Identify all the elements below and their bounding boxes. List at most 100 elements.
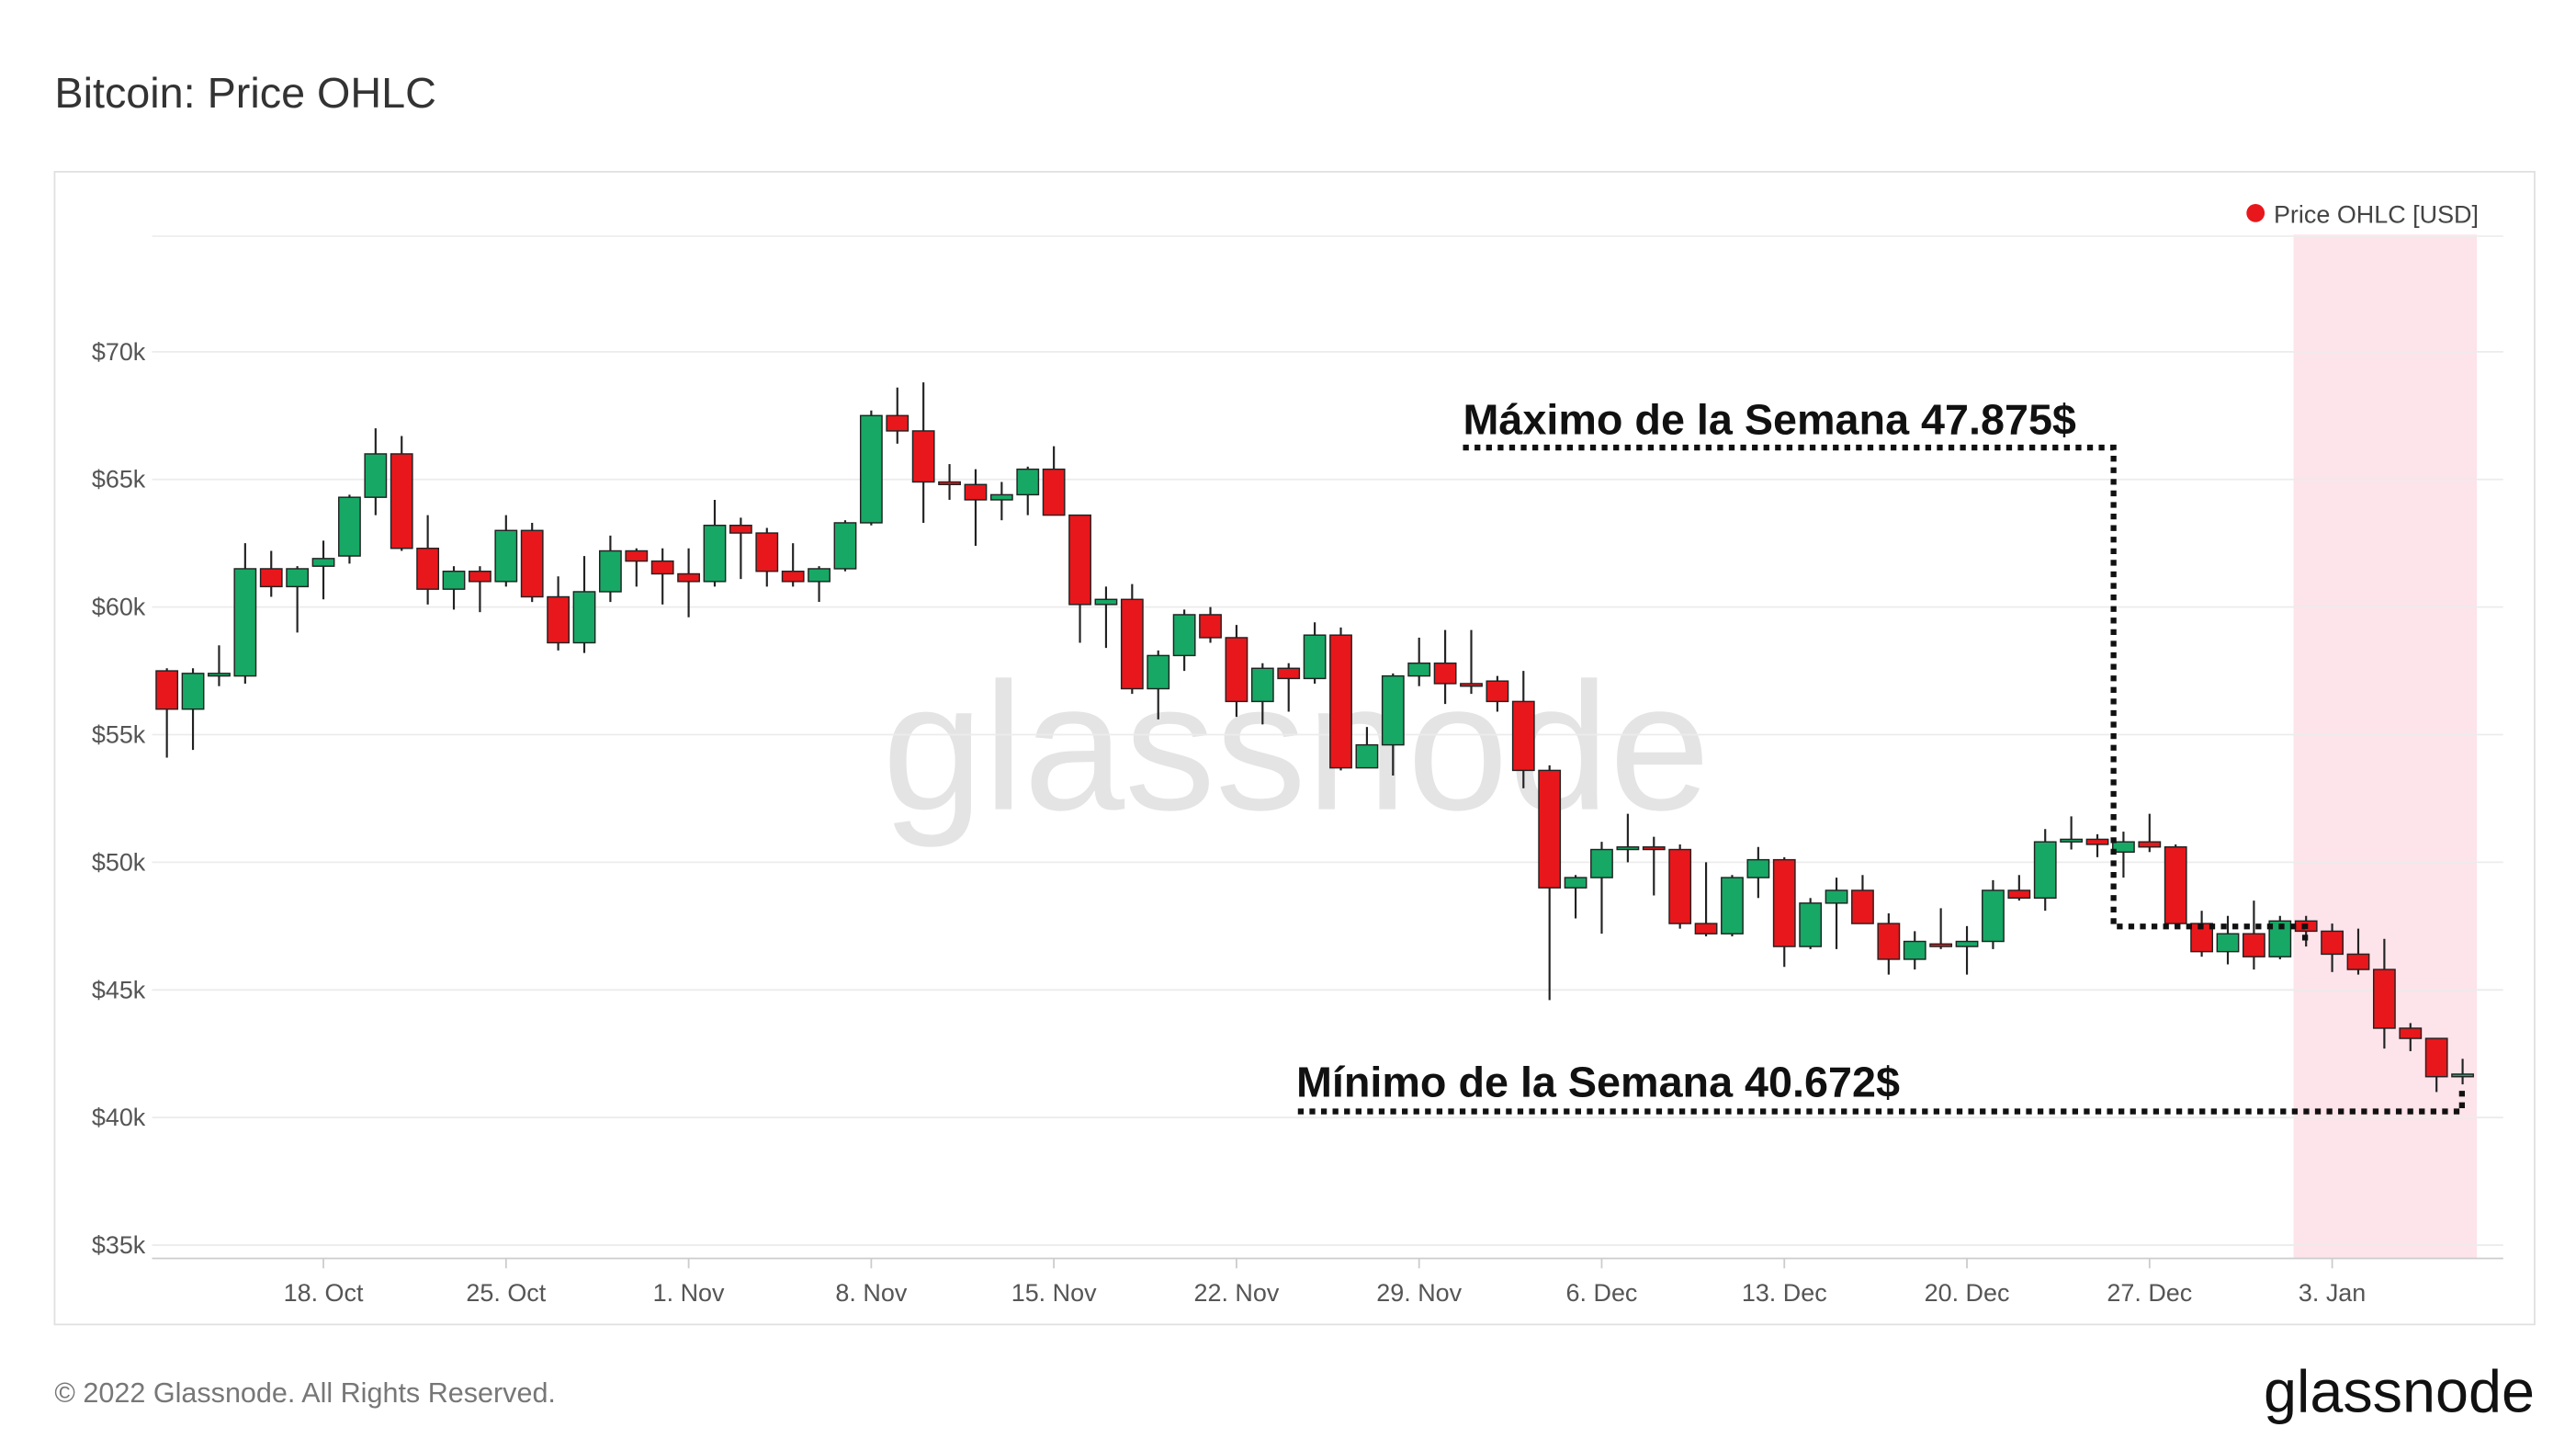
candle-body — [703, 525, 727, 583]
candle-body — [1250, 667, 1274, 703]
candle-body — [1303, 634, 1327, 680]
candle-body — [208, 673, 231, 677]
legend-label: Price OHLC [USD] — [2274, 201, 2479, 229]
x-tick-label: 13. Dec — [1742, 1279, 1827, 1307]
candle-body — [1721, 877, 1744, 935]
candle-body — [833, 522, 857, 570]
candle-body — [2424, 1037, 2448, 1078]
candle-body — [1694, 923, 1718, 935]
candle-body — [1511, 700, 1535, 772]
candle-body — [2321, 930, 2344, 956]
chart-frame — [53, 171, 2536, 1326]
grid: $35k $40k $45k $50k $55k $60k $65k $70k 18. Oct 2… — [92, 235, 2503, 1307]
annotation: Mínimo de la Semana 40.672$ — [1296, 1058, 1900, 1105]
candle-body — [1147, 654, 1170, 690]
x-tick-label: 22. Nov — [1194, 1279, 1280, 1307]
x-tick-label: 3. Jan — [2299, 1279, 2366, 1307]
candle-body — [442, 571, 466, 590]
candle-body — [1851, 889, 1874, 924]
candle-body — [572, 591, 596, 644]
candle-body — [2346, 953, 2370, 970]
candle-body — [2112, 841, 2135, 854]
candle-body — [520, 529, 544, 598]
candle-body — [1199, 614, 1222, 639]
candle-body — [364, 453, 388, 498]
x-tick-label: 6. Dec — [1566, 1279, 1638, 1307]
candle-body — [181, 673, 205, 710]
candle-body — [1381, 674, 1405, 746]
x-tick-label: 20. Dec — [1925, 1279, 2010, 1307]
candle-body — [1329, 634, 1352, 769]
candle-body — [1016, 468, 1040, 496]
x-tick-label: 15. Nov — [1011, 1279, 1097, 1307]
candle-body — [938, 481, 961, 486]
logo: glassnode — [2264, 1358, 2535, 1425]
candle-body — [2033, 841, 2057, 900]
candle-body — [1068, 514, 1091, 606]
candle-body — [1642, 846, 1666, 851]
candle-body — [1460, 683, 1483, 687]
candle-body — [599, 549, 622, 593]
candle-body — [338, 496, 361, 557]
x-tick-label: 29. Nov — [1376, 1279, 1462, 1307]
highlight-band — [2293, 234, 2478, 1259]
candle-body — [1172, 614, 1196, 657]
candle-body — [1982, 889, 2005, 943]
candle-body — [1564, 877, 1587, 889]
candle-body — [964, 483, 988, 501]
candle-body — [259, 568, 283, 588]
candle-body — [1120, 598, 1144, 690]
candle-body — [1094, 598, 1118, 606]
candle-body — [808, 568, 830, 583]
candle-body — [625, 549, 649, 562]
candle-body — [1042, 468, 1066, 516]
candle-body — [311, 558, 335, 567]
candle-body — [155, 670, 179, 710]
candle-body — [1616, 846, 1640, 851]
y-tick-label: $65k — [92, 466, 146, 493]
candle-body — [416, 548, 440, 590]
x-tick-label: 1. Nov — [653, 1279, 725, 1307]
y-tick-label: $60k — [92, 594, 146, 621]
candle-body — [2007, 889, 2031, 900]
candle-body — [2216, 933, 2240, 953]
candle-body — [1903, 940, 1926, 960]
candle-body — [2372, 969, 2396, 1029]
candle-body — [911, 430, 935, 483]
y-tick-label: $50k — [92, 848, 146, 876]
candle-body — [2060, 838, 2084, 843]
y-tick-label: $45k — [92, 976, 146, 1003]
candle-body — [1355, 743, 1379, 769]
candle-body — [677, 572, 700, 583]
candle-body — [469, 571, 491, 583]
candle-body — [1772, 858, 1796, 947]
candle-body — [2399, 1027, 2423, 1039]
candle-body — [1746, 858, 1770, 878]
candle-body — [547, 595, 571, 644]
candle-body — [1538, 769, 1562, 889]
candle-body — [2242, 933, 2265, 957]
chart-title: Bitcoin: Price OHLC — [54, 69, 435, 117]
x-tick-label: 25. Oct — [466, 1279, 546, 1307]
candle-body — [2164, 846, 2187, 924]
candle-body — [1433, 663, 1457, 685]
copyright: © 2022 Glassnode. All Rights Reserved. — [54, 1377, 556, 1409]
candle-body — [1407, 663, 1431, 677]
candle-body — [781, 571, 805, 583]
legend-marker — [2246, 203, 2265, 222]
candle-body — [1486, 680, 1509, 703]
candle-body — [886, 414, 910, 432]
candle-body — [1799, 902, 1823, 947]
annotation: Máximo de la Semana 47.875$ — [1463, 396, 2076, 444]
y-tick-label: $35k — [92, 1231, 146, 1259]
y-tick-label: $55k — [92, 720, 146, 748]
candle-body — [755, 532, 779, 572]
x-tick-label: 8. Nov — [835, 1279, 907, 1307]
candle-body — [1225, 637, 1248, 703]
y-tick-label: $40k — [92, 1104, 146, 1131]
candle-body — [2085, 838, 2109, 845]
candle-body — [989, 493, 1013, 501]
candle-body — [2190, 923, 2214, 953]
candle-body — [1668, 848, 1692, 924]
